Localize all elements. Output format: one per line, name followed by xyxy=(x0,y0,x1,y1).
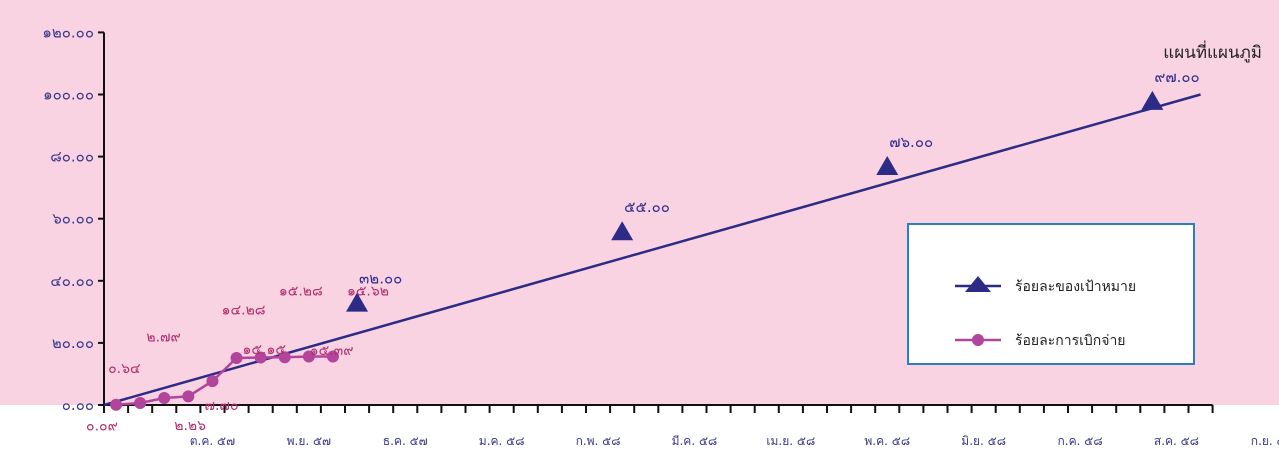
x-tick-label: ธ.ค. ๕๗ xyxy=(383,434,428,448)
x-tick-label: ต.ค. ๕๗ xyxy=(190,434,235,448)
actual-data-label: ๑๔.๒๘ xyxy=(222,303,266,319)
target-point xyxy=(876,156,899,176)
legend-label-target: ร้อยละของเป้าหมาย xyxy=(1015,279,1136,295)
y-tick-label: ๖๐.๐๐ xyxy=(52,210,94,228)
legend-label-actual: ร้อยละการเบิกจ่าย xyxy=(1015,333,1126,349)
actual-point xyxy=(206,375,219,388)
target-point xyxy=(1141,90,1164,110)
target-data-label: ๗๖.๐๐ xyxy=(889,133,933,151)
actual-point xyxy=(158,391,171,404)
x-tick-label: พ.ค. ๕๘ xyxy=(864,434,910,448)
actual-series-line xyxy=(115,355,333,406)
y-tick-label: ๐.๐๐ xyxy=(62,396,94,414)
x-tick-label: ม.ค. ๕๘ xyxy=(479,434,525,448)
y-tick-label: ๑๐๐.๐๐ xyxy=(43,86,94,104)
y-tick-label: ๔๐.๐๐ xyxy=(50,272,94,290)
target-point xyxy=(346,292,369,312)
target-data-label: ๓๒.๐๐ xyxy=(359,270,402,288)
actual-point xyxy=(182,390,195,403)
x-tick-label: ก.ย. ๕๘ xyxy=(1251,434,1279,448)
actual-point xyxy=(230,351,243,364)
y-tick-label: ๒๐.๐๐ xyxy=(52,334,94,352)
actual-data-label: ๒.๒๖ xyxy=(174,418,206,434)
actual-point xyxy=(326,350,339,363)
triangle-marker-icon xyxy=(965,276,991,292)
actual-data-label: ๒.๗๙ xyxy=(146,329,180,345)
actual-data-label: ๗.๗๐ xyxy=(204,398,238,414)
actual-point xyxy=(278,351,291,364)
actual-data-label: ๐.๐๙ xyxy=(86,419,118,435)
y-tick-label: ๑๒๐.๐๐ xyxy=(42,23,94,41)
actual-point xyxy=(134,397,147,410)
chart-corner-label: แผนที่แผนภูมิ xyxy=(1163,40,1262,63)
actual-data-label: ๐.๖๔ xyxy=(108,361,140,377)
target-point xyxy=(611,221,634,241)
actual-data-label: ๑๕.๑๕ xyxy=(243,342,286,358)
legend-item-target: ร้อยละของเป้าหมาย xyxy=(955,276,1136,295)
target-data-label: ๕๕.๐๐ xyxy=(624,198,670,216)
x-tick-label: ก.พ. ๕๘ xyxy=(576,434,621,448)
legend-item-actual: ร้อยละการเบิกจ่าย xyxy=(955,333,1126,349)
x-tick-label: มี.ค. ๕๘ xyxy=(672,434,718,448)
x-tick-label: พ.ย. ๕๗ xyxy=(287,434,332,448)
circle-marker-icon xyxy=(972,334,984,346)
actual-point xyxy=(254,351,267,364)
actual-point xyxy=(110,398,123,411)
actual-data-label: ๑๕.๒๘ xyxy=(279,283,323,299)
target-data-label: ๙๗.๐๐ xyxy=(1154,68,1199,86)
actual-data-label: ๑๕.๓๙ xyxy=(310,343,354,359)
x-tick-label: มิ.ย. ๕๘ xyxy=(961,434,1006,448)
y-tick-label: ๘๐.๐๐ xyxy=(50,148,94,166)
actual-point xyxy=(302,350,315,363)
x-tick-label: เม.ย. ๕๘ xyxy=(766,434,815,448)
actual-data-label: ๑๕.๖๒ xyxy=(347,283,389,299)
x-tick-label: ก.ค. ๕๘ xyxy=(1058,434,1103,448)
x-tick-label: ส.ค. ๕๘ xyxy=(1154,434,1199,448)
